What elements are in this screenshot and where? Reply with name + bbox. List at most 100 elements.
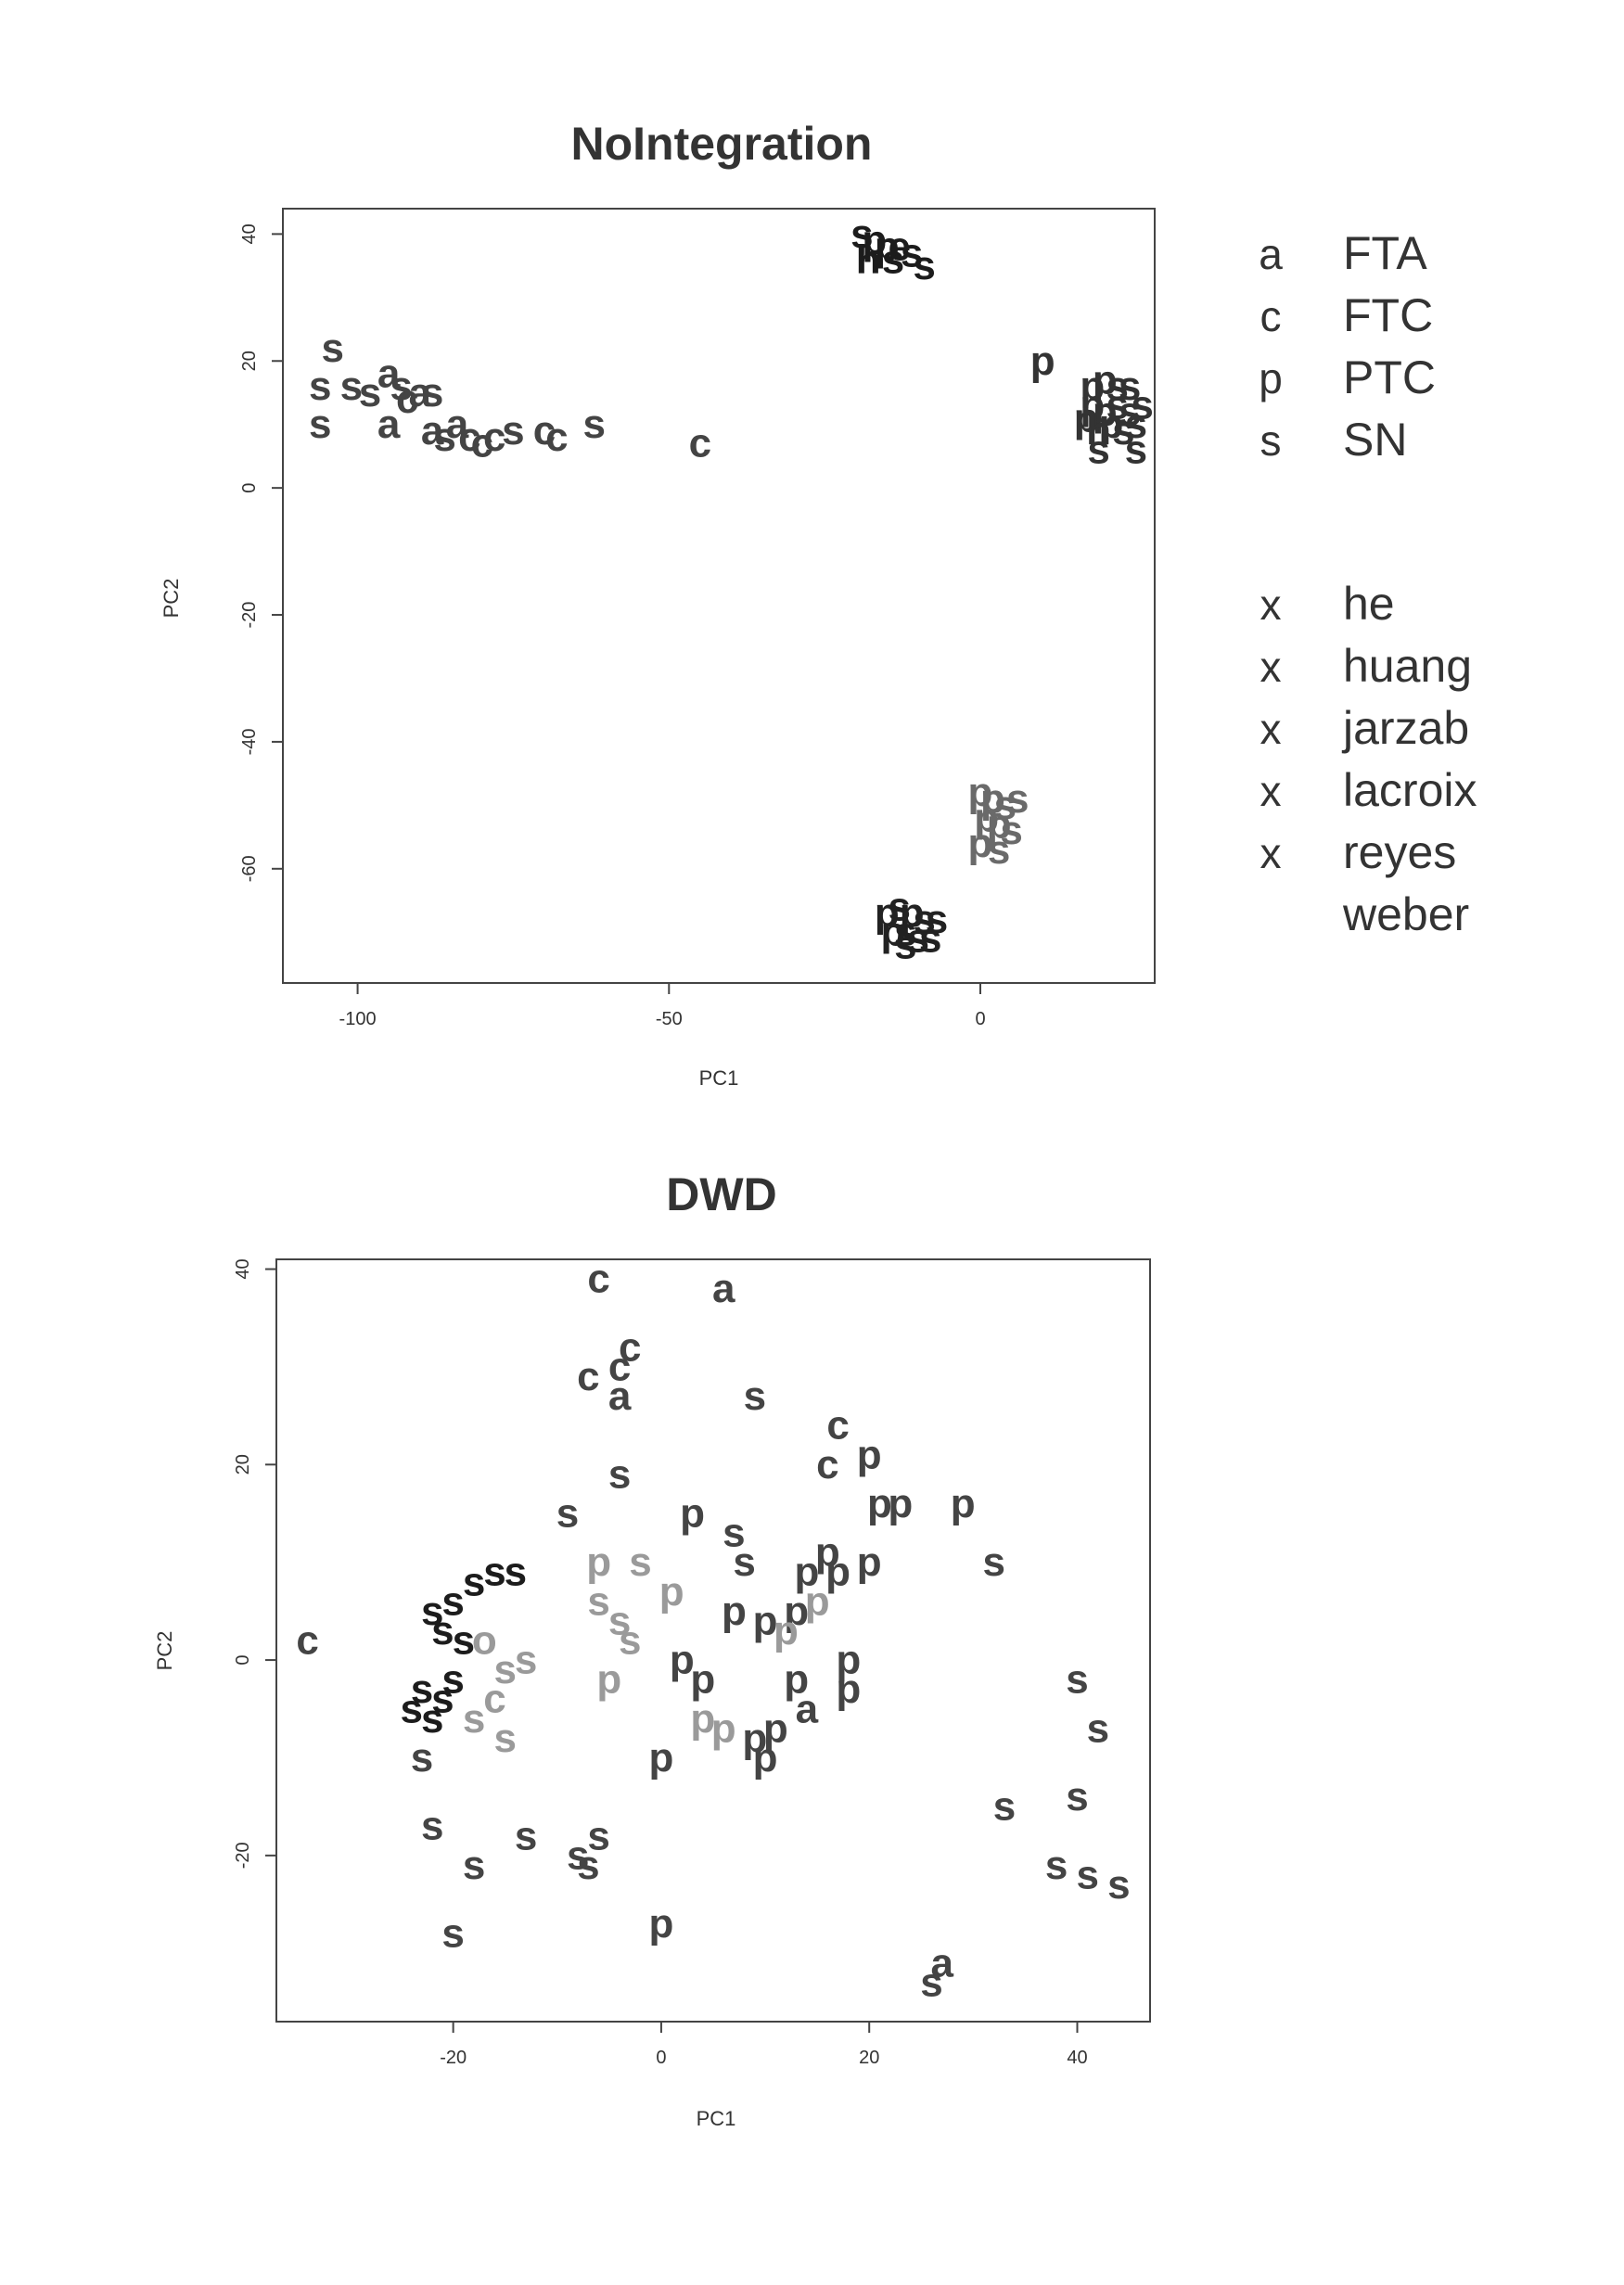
dwd-point-huang: s <box>920 1959 942 2005</box>
dwd-point-huang: s <box>1045 1843 1068 1888</box>
legend-dataset-key: x <box>1260 767 1282 815</box>
dwd-point-huang: s <box>515 1813 537 1858</box>
nointegration-point-jarzab: h <box>856 236 881 282</box>
legend-label: PTC <box>1343 351 1436 403</box>
nointegration-point-reyes: s <box>988 827 1010 873</box>
nointegration-point-huang: c <box>545 415 568 460</box>
legend-dataset-label: reyes <box>1343 826 1456 878</box>
dwd-point-huang: a <box>608 1373 632 1419</box>
dwd-xtick-label: 0 <box>656 2048 666 2068</box>
nointegration-point-huang: a <box>377 402 401 447</box>
nointegration-title: NoIntegration <box>571 118 873 170</box>
dwd-point-huang: p <box>648 1901 673 1947</box>
dwd-point-huang: s <box>1066 1774 1088 1819</box>
dwd-point-he: s <box>515 1638 537 1683</box>
dwd-xtick-label: -20 <box>440 2048 467 2068</box>
dwd-point-huang: s <box>441 1911 464 1957</box>
legend-label: FTA <box>1343 227 1427 279</box>
dwd-point-he: s <box>619 1618 641 1664</box>
dwd-point-jarzab: s <box>441 1657 464 1703</box>
dwd-point-huang: p <box>857 1432 882 1477</box>
dwd-point-huang: s <box>983 1539 1005 1585</box>
legend-key: a <box>1259 230 1283 278</box>
nointegration-xlabel: PC1 <box>699 1066 739 1090</box>
nointegration-ytick-label: 20 <box>239 351 260 371</box>
dwd-point-huang: p <box>648 1735 673 1781</box>
nointegration-point-jarzab: s <box>913 243 935 288</box>
legend-label: FTC <box>1343 289 1433 341</box>
legend-dataset-key: x <box>1260 829 1282 877</box>
dwd-title: DWD <box>666 1168 776 1220</box>
nointegration-ytick-label: -60 <box>239 855 260 882</box>
dwd-xlabel: PC1 <box>697 2107 736 2130</box>
nointegration-point-huang: s <box>309 402 331 447</box>
legend-dataset-label: he <box>1343 578 1395 630</box>
dwd-point-huang: s <box>1066 1657 1088 1703</box>
dwd-plot: DWD -200204040200-20 ccacccasccpsspsppps… <box>153 1168 1150 2130</box>
nointegration-xtick-label: -100 <box>339 1009 377 1029</box>
legend-key: c <box>1260 292 1282 340</box>
dwd-point-jarzab: s <box>401 1686 423 1731</box>
nointegration-ylabel: PC2 <box>160 579 183 619</box>
nointegration-point-weber: s <box>894 922 916 967</box>
dwd-xtick-label: 20 <box>859 2048 879 2068</box>
dwd-point-huang: p <box>951 1481 976 1526</box>
nointegration-ytick-label: -20 <box>239 602 260 629</box>
nointegration-point-lacroix: p <box>1030 338 1055 384</box>
nointegration-point-huang: c <box>689 421 711 466</box>
nointegration-plot: NoIntegration -100-50040200-20-40-60 sss… <box>160 118 1155 1090</box>
legend-dataset-label: jarzab <box>1341 702 1469 754</box>
legend: aFTAcFTCpPTCsSNxhexhuangxjarzabxlacroixx… <box>1259 227 1477 940</box>
legend-key: p <box>1259 354 1283 402</box>
nointegration-ytick-label: -40 <box>239 728 260 755</box>
dwd-point-he: p <box>774 1608 799 1653</box>
dwd-point-he: s <box>587 1578 609 1624</box>
dwd-point-huang: p <box>680 1491 705 1537</box>
legend-label: SN <box>1343 414 1407 466</box>
nointegration-point-huang: s <box>582 402 605 447</box>
nointegration-xtick-label: -50 <box>656 1009 683 1029</box>
dwd-point-jarzab: s <box>483 1550 505 1595</box>
dwd-point-he: p <box>659 1569 684 1615</box>
dwd-point-huang: p <box>857 1539 882 1585</box>
nointegration-point-weber: s <box>919 916 941 962</box>
dwd-point-huang: c <box>296 1618 318 1664</box>
dwd-point-huang: p <box>888 1481 913 1526</box>
nointegration-point-huang: s <box>502 408 524 453</box>
legend-dataset-key: x <box>1260 705 1282 753</box>
dwd-ylabel: PC2 <box>153 1631 176 1671</box>
dwd-point-huang: s <box>993 1784 1016 1830</box>
dwd-point-huang: p <box>836 1666 861 1712</box>
dwd-point-huang: a <box>712 1266 735 1311</box>
legend-dataset-key: x <box>1260 643 1282 691</box>
dwd-point-huang: s <box>463 1843 485 1888</box>
dwd-point-huang: s <box>587 1813 609 1858</box>
dwd-point-he: p <box>805 1578 830 1624</box>
nointegration-point-lacroix: s <box>1125 428 1147 473</box>
dwd-point-jarzab: s <box>505 1550 527 1595</box>
dwd-point-huang: p <box>753 1735 778 1781</box>
legend-dataset-key: x <box>1260 581 1282 629</box>
dwd-point-jarzab: s <box>463 1559 485 1604</box>
dwd-point-jarzab: s <box>421 1696 443 1742</box>
dwd-point-huang: c <box>816 1442 838 1487</box>
dwd-point-he: s <box>463 1696 485 1742</box>
legend-key: s <box>1260 416 1282 465</box>
dwd-frame <box>276 1259 1150 2022</box>
dwd-ytick-label: 40 <box>233 1258 253 1279</box>
nointegration-point-lacroix: s <box>1087 428 1109 473</box>
legend-dataset-label: weber <box>1342 888 1469 940</box>
dwd-point-huang: p <box>722 1589 747 1634</box>
dwd-point-huang: s <box>556 1491 579 1537</box>
dwd-point-huang: s <box>608 1451 631 1497</box>
dwd-point-huang: s <box>411 1735 433 1781</box>
dwd-point-huang: s <box>1076 1852 1098 1897</box>
nointegration-xtick-label: 0 <box>975 1009 985 1029</box>
dwd-point-he: p <box>711 1705 736 1751</box>
dwd-point-huang: s <box>744 1373 766 1419</box>
dwd-point-huang: c <box>587 1257 609 1302</box>
dwd-point-huang: s <box>733 1539 755 1585</box>
nointegration-ytick-label: 0 <box>239 483 260 493</box>
dwd-ytick-label: 20 <box>233 1454 253 1474</box>
